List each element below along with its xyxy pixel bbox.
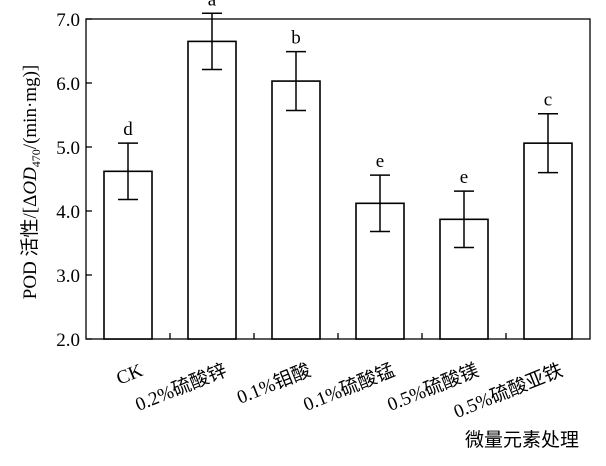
y-tick-label: 4.0 bbox=[56, 202, 80, 223]
y-tick-labels: 2.0 3.0 4.0 5.0 6.0 7.0 bbox=[56, 10, 80, 351]
y-tick-label: 3.0 bbox=[56, 266, 80, 287]
y-tick-label: 7.0 bbox=[56, 10, 80, 31]
significance-letter: d bbox=[123, 119, 133, 140]
plot-frame bbox=[85, 18, 591, 340]
x-tick-label: 0.2%硫酸锌 bbox=[132, 359, 230, 416]
bar bbox=[271, 80, 321, 340]
y-tick-label: 5.0 bbox=[56, 138, 80, 159]
y-axis-label: POD 活性/[ΔOD470/(min·mg)] bbox=[19, 65, 43, 299]
axes bbox=[85, 18, 591, 340]
x-tick-label: 0.1%硫酸锰 bbox=[300, 359, 398, 416]
significance-letter: b bbox=[291, 28, 301, 49]
significance-letter: c bbox=[544, 90, 552, 111]
bar bbox=[523, 142, 573, 340]
x-axis-label: 微量元素处理 bbox=[465, 429, 579, 451]
y-tick-label: 6.0 bbox=[56, 74, 80, 95]
significance-letters: d a b e e c bbox=[123, 0, 552, 188]
significance-letter: a bbox=[208, 0, 217, 10]
significance-letter: e bbox=[460, 167, 468, 188]
significance-letter: e bbox=[376, 151, 384, 172]
bar bbox=[187, 40, 237, 340]
x-tick-label: CK bbox=[114, 360, 147, 389]
error-bars bbox=[118, 12, 558, 249]
bars bbox=[103, 40, 573, 340]
y-tick-label: 2.0 bbox=[56, 330, 80, 351]
